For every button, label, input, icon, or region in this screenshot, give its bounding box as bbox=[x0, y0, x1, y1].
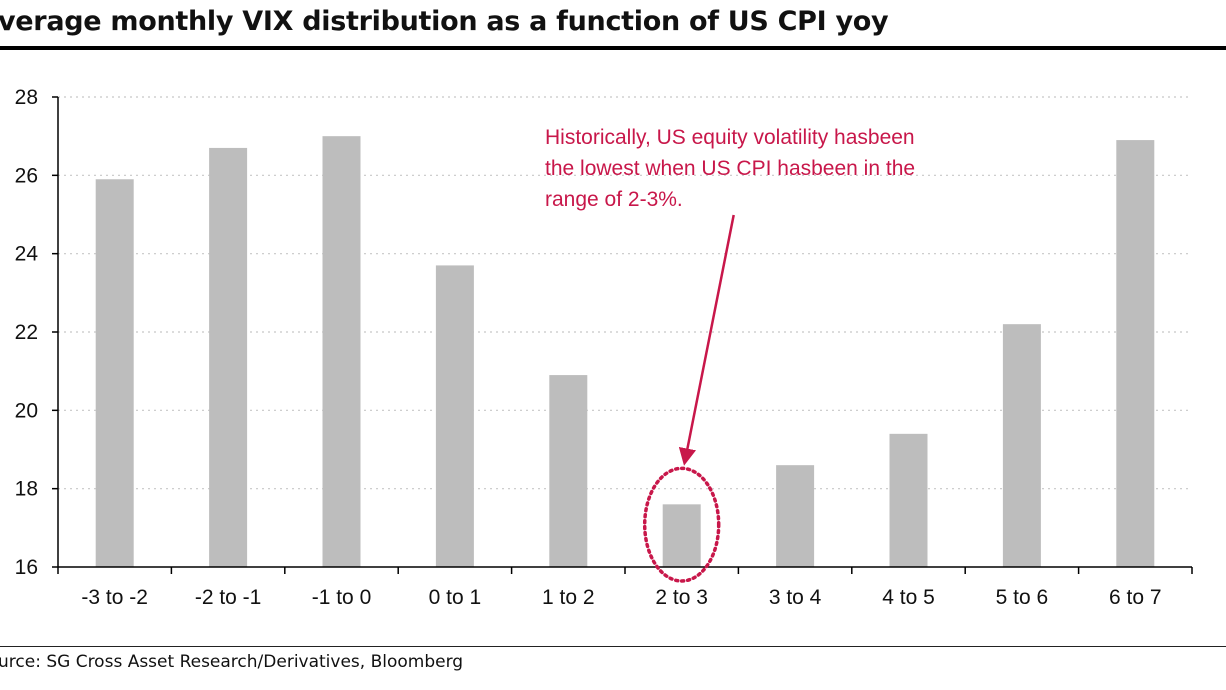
x-tick-label: 4 to 5 bbox=[882, 586, 935, 609]
bar bbox=[209, 147, 248, 567]
x-tick-label: 2 to 3 bbox=[655, 586, 708, 609]
y-tick-label: 22 bbox=[15, 321, 38, 344]
annotation-text-line: range of 2-3%. bbox=[545, 188, 683, 211]
bars bbox=[95, 136, 1155, 567]
bar bbox=[435, 265, 474, 567]
bar bbox=[662, 504, 701, 567]
x-tick-label: 0 to 1 bbox=[429, 586, 482, 609]
y-tick-label: 24 bbox=[15, 243, 39, 266]
y-tick-label: 26 bbox=[15, 164, 38, 187]
x-tick-label: -3 to -2 bbox=[81, 586, 148, 609]
bar bbox=[776, 465, 815, 567]
axes bbox=[52, 96, 1193, 574]
y-tick-label: 18 bbox=[15, 478, 38, 501]
x-tick-label: 5 to 6 bbox=[996, 586, 1049, 609]
chart-title: verage monthly VIX distribution as a fun… bbox=[0, 6, 889, 37]
y-tick-label: 28 bbox=[15, 86, 38, 109]
annotation-text-line: the lowest when US CPI hasbeen in the bbox=[545, 157, 915, 180]
x-tick-label: -1 to 0 bbox=[312, 586, 372, 609]
x-tick-label: -2 to -1 bbox=[195, 586, 262, 609]
y-tick-label: 16 bbox=[15, 556, 38, 579]
y-tick-labels: 16 18 20 22 24 26 28 bbox=[15, 86, 39, 579]
annotation-arrow bbox=[678, 214, 735, 466]
source-note: urce: SG Cross Asset Research/Derivative… bbox=[0, 652, 464, 672]
bar bbox=[95, 179, 134, 567]
x-tick-label: 6 to 7 bbox=[1109, 586, 1162, 609]
highlight-ellipse bbox=[642, 466, 721, 583]
bar bbox=[1002, 324, 1041, 567]
x-tick-labels: -3 to -2 -2 to -1 -1 to 0 0 to 1 1 to 2 2 to … bbox=[81, 586, 1161, 609]
y-tick-label: 20 bbox=[15, 399, 38, 422]
bar bbox=[549, 375, 588, 567]
bar bbox=[889, 433, 928, 567]
source-rule bbox=[0, 646, 1226, 647]
bar bbox=[322, 136, 361, 567]
x-tick-label: 1 to 2 bbox=[542, 586, 595, 609]
bar-chart: 16 18 20 22 24 26 28 -3 to -2 -2 to -1 -1 to 0 0 … bbox=[15, 86, 1193, 609]
title-rule bbox=[0, 46, 1226, 50]
bar bbox=[1116, 140, 1155, 567]
annotation-text-line: Historically, US equity volatility hasbe… bbox=[545, 126, 915, 149]
annotation: Historically, US equity volatility hasbe… bbox=[545, 126, 915, 583]
x-tick-label: 3 to 4 bbox=[769, 586, 822, 609]
